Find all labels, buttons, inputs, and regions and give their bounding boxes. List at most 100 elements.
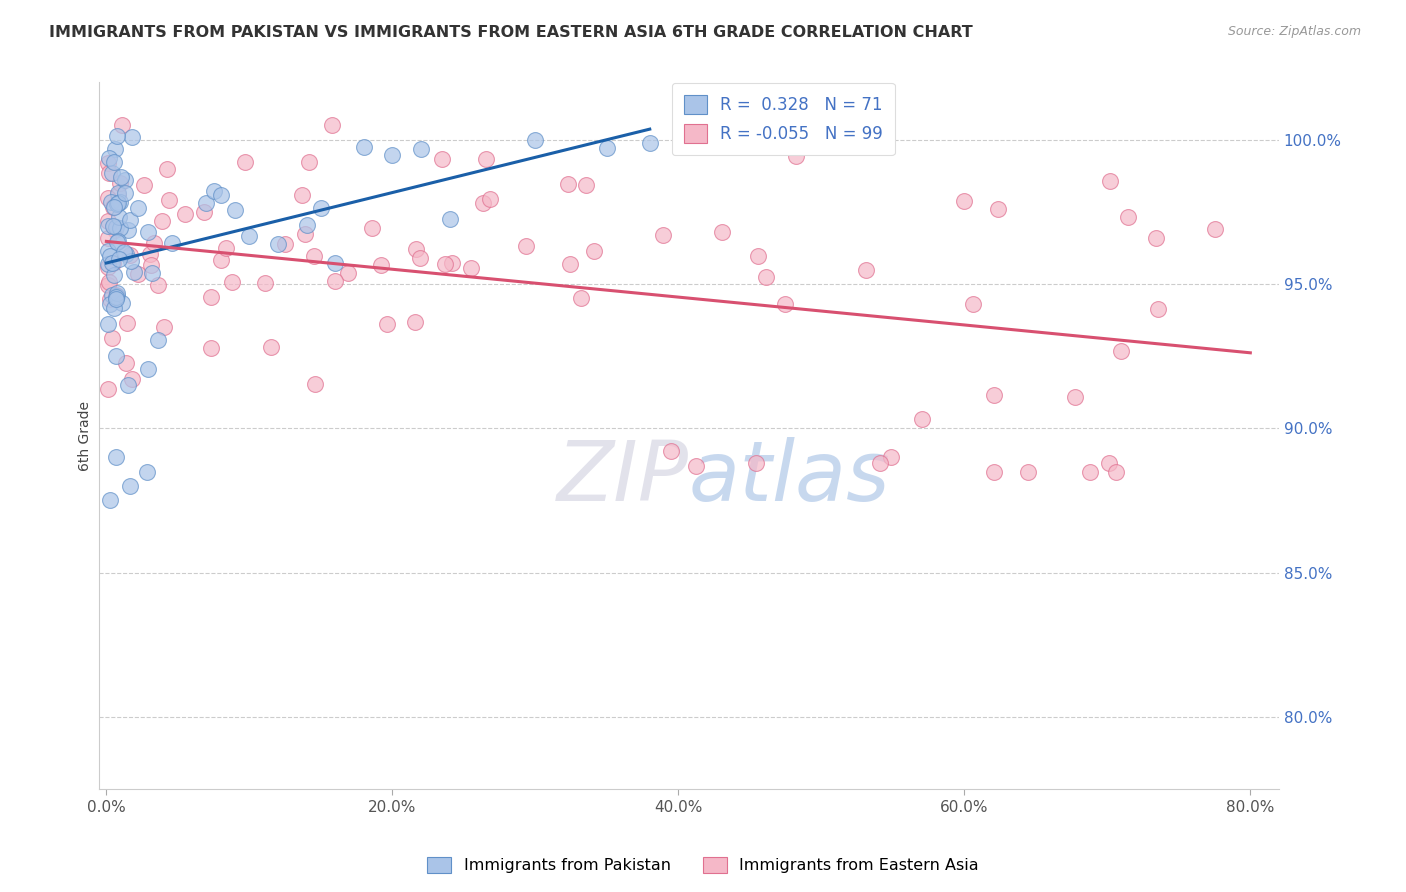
Point — [323, 255, 346, 269]
Point — [596, 141, 619, 155]
Point — [200, 290, 222, 304]
Point — [560, 257, 582, 271]
Point — [238, 228, 260, 243]
Point — [336, 266, 359, 280]
Point — [983, 465, 1005, 479]
Point — [260, 340, 283, 354]
Point — [471, 195, 494, 210]
Point — [117, 222, 139, 236]
Point — [107, 234, 129, 248]
Point — [174, 207, 197, 221]
Point — [108, 210, 131, 224]
Point — [360, 221, 382, 235]
Point — [254, 277, 277, 291]
Point — [638, 136, 661, 150]
Point — [325, 274, 347, 288]
Text: Source: ZipAtlas.com: Source: ZipAtlas.com — [1227, 25, 1361, 38]
Point — [112, 245, 135, 260]
Point — [298, 155, 321, 169]
Point — [97, 231, 120, 245]
Point — [100, 297, 122, 311]
Point — [987, 202, 1010, 216]
Point — [571, 291, 593, 305]
Point — [215, 241, 238, 255]
Point — [302, 249, 325, 263]
Point — [98, 275, 121, 289]
Point — [370, 259, 392, 273]
Point — [108, 252, 131, 267]
Point — [785, 149, 807, 163]
Point — [98, 250, 121, 264]
Point — [381, 148, 404, 162]
Point — [911, 411, 934, 425]
Point — [195, 196, 218, 211]
Point — [101, 256, 124, 270]
Point — [1099, 174, 1122, 188]
Point — [755, 269, 778, 284]
Point — [104, 288, 127, 302]
Point — [221, 275, 243, 289]
Point — [150, 213, 173, 227]
Point — [193, 205, 215, 219]
Point — [685, 458, 707, 473]
Point — [478, 192, 501, 206]
Point — [294, 227, 316, 241]
Point — [107, 235, 129, 249]
Point — [744, 456, 766, 470]
Point — [97, 277, 120, 292]
Point — [136, 465, 159, 479]
Point — [97, 257, 120, 271]
Point — [309, 201, 332, 215]
Point — [148, 277, 170, 292]
Point — [105, 197, 128, 211]
Point — [659, 444, 682, 458]
Point — [120, 212, 142, 227]
Point — [104, 292, 127, 306]
Point — [110, 169, 132, 184]
Point — [104, 290, 127, 304]
Point — [98, 166, 121, 180]
Point — [114, 356, 136, 370]
Point — [153, 320, 176, 334]
Point — [273, 237, 295, 252]
Point — [103, 200, 125, 214]
Point — [295, 218, 318, 232]
Point — [711, 225, 734, 239]
Point — [127, 267, 149, 281]
Point — [101, 219, 124, 233]
Point — [233, 155, 256, 169]
Point — [114, 186, 136, 200]
Point — [439, 212, 461, 227]
Point — [104, 142, 127, 156]
Point — [97, 155, 120, 169]
Point — [107, 188, 129, 202]
Point — [1144, 231, 1167, 245]
Point — [127, 201, 149, 215]
Point — [98, 493, 121, 508]
Point — [136, 225, 159, 239]
Point — [115, 316, 138, 330]
Point — [1116, 210, 1139, 224]
Point — [209, 188, 232, 202]
Point — [141, 266, 163, 280]
Point — [156, 162, 179, 177]
Point — [433, 257, 456, 271]
Point — [405, 242, 427, 256]
Point — [200, 341, 222, 355]
Point — [869, 456, 891, 470]
Point — [108, 176, 131, 190]
Point — [1098, 456, 1121, 470]
Text: atlas: atlas — [689, 437, 890, 518]
Point — [146, 333, 169, 347]
Point — [104, 223, 127, 237]
Point — [115, 247, 138, 261]
Point — [124, 265, 146, 279]
Point — [134, 178, 156, 192]
Point — [97, 151, 120, 165]
Point — [136, 362, 159, 376]
Point — [97, 317, 120, 331]
Point — [515, 239, 537, 253]
Point — [111, 296, 134, 310]
Point — [105, 129, 128, 144]
Point — [652, 228, 675, 243]
